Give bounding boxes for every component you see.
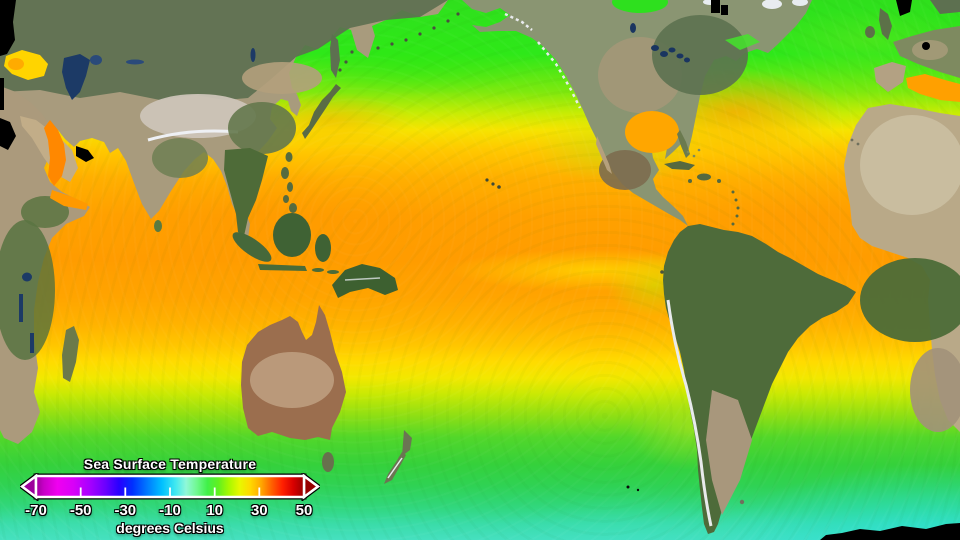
kuril-islands — [338, 50, 354, 72]
iberian-peninsula — [874, 62, 906, 92]
no-data-left-edge — [0, 78, 4, 110]
colorbar-tick-label: -10 — [159, 502, 181, 519]
gobi-desert — [242, 62, 322, 94]
southern-cone-drylands — [706, 390, 752, 515]
no-data-baltic — [922, 42, 930, 50]
island-new-guinea — [332, 264, 398, 298]
no-data-antarctic-fringe — [820, 523, 960, 540]
colorbar — [20, 473, 320, 501]
island-sakhalin — [330, 34, 340, 78]
island-tasmania — [322, 452, 334, 472]
island-taiwan — [285, 152, 293, 162]
no-data-nile-region — [0, 118, 16, 150]
no-data-north-sea — [896, 0, 912, 16]
hudson-bay-water — [612, 0, 668, 13]
canary-islands — [850, 138, 860, 146]
colorbar-tick-label: 10 — [206, 502, 224, 519]
alaska-range-snow — [504, 12, 533, 31]
eastern-forest — [652, 15, 748, 95]
new-zealand-north-island — [402, 430, 412, 456]
lake-victoria — [22, 272, 32, 282]
europe-plains — [912, 40, 948, 60]
falkland-islands — [739, 499, 745, 505]
galapagos-islands — [660, 270, 664, 274]
colorbar-tick-label: -50 — [69, 502, 92, 519]
mexico-highlands — [599, 150, 651, 190]
lake-balkhash — [126, 59, 144, 65]
gulf-st-lawrence-water — [725, 34, 760, 50]
hawaiian-islands — [485, 178, 501, 189]
east-africa-green — [0, 220, 55, 360]
lesser-antilles — [731, 190, 740, 226]
landmass-south-america — [663, 224, 856, 534]
lake-winnipeg — [630, 23, 636, 33]
landmass-scandinavia — [930, 0, 960, 14]
island-java — [258, 264, 307, 271]
colorbar-tick-label: 50 — [295, 502, 313, 519]
island-puerto-rico — [717, 179, 721, 183]
persian-gulf-no-data — [76, 146, 94, 162]
gulf-of-mexico — [625, 111, 679, 153]
indochina-green — [224, 148, 268, 236]
florida — [677, 130, 690, 158]
southwest-africa-drylands — [910, 348, 960, 432]
colorbar-tick-marks — [79, 487, 261, 496]
island-sulawesi — [315, 234, 331, 262]
no-data-hudson-1 — [711, 0, 720, 13]
red-sea — [44, 120, 66, 186]
islands-philippines — [281, 167, 297, 213]
southern-alps-snow — [387, 457, 403, 479]
colorbar-tick-label: -70 — [25, 502, 47, 519]
ganges-plain-green — [152, 138, 208, 178]
landmass-north-america — [462, 0, 812, 226]
sst-legend: Sea Surface Temperature — [20, 454, 320, 538]
bahamas — [686, 148, 701, 158]
legend-title: Sea Surface Temperature — [83, 456, 257, 472]
mediterranean-west — [906, 74, 960, 102]
island-cuba — [664, 161, 695, 170]
colorbar-gradient-bar — [34, 474, 306, 499]
aral-sea — [90, 55, 102, 65]
colorbar-tick-label: 30 — [250, 502, 268, 519]
colorbar-tick-labels: -70 -50 -30 -10 10 30 50 — [20, 502, 320, 519]
island-jamaica — [688, 179, 692, 183]
black-sea-warm-patch — [8, 58, 24, 70]
island-borneo — [273, 213, 311, 257]
island-sumatra — [232, 232, 272, 262]
aleutian-islands — [376, 12, 460, 50]
rockies-snow — [537, 41, 582, 109]
lake-baikal — [250, 48, 256, 62]
sahara-desert — [860, 115, 960, 215]
legend-units-label: degrees Celsius — [116, 520, 224, 536]
ethiopia-green — [21, 196, 69, 228]
tibet-plateau — [140, 94, 256, 138]
new-guinea-ridge — [344, 277, 381, 281]
island-madagascar — [62, 326, 79, 382]
lake-malawi — [30, 333, 34, 353]
caspian-sea — [62, 54, 90, 100]
black-sea — [4, 50, 48, 80]
australia-interior-desert — [250, 352, 334, 408]
colorbar-tick-label: -30 — [114, 502, 137, 519]
sahel-congo-green — [860, 258, 960, 342]
islands-japan — [302, 84, 341, 139]
gulf-of-aden — [50, 190, 88, 210]
china-southeast-green — [228, 102, 296, 154]
eurasia-boreal-forest — [0, 0, 448, 100]
island-great-britain — [879, 8, 892, 40]
island-sri-lanka — [154, 220, 162, 232]
andes-snow — [666, 299, 713, 527]
no-data-hudson-2 — [721, 5, 728, 15]
lake-tanganyika — [19, 294, 23, 322]
great-lakes — [651, 45, 690, 63]
no-data-south-specks — [626, 485, 640, 492]
island-ireland — [865, 26, 875, 38]
island-hispaniola — [697, 173, 711, 181]
no-data-top-left — [0, 0, 16, 56]
baja-california — [596, 136, 612, 174]
